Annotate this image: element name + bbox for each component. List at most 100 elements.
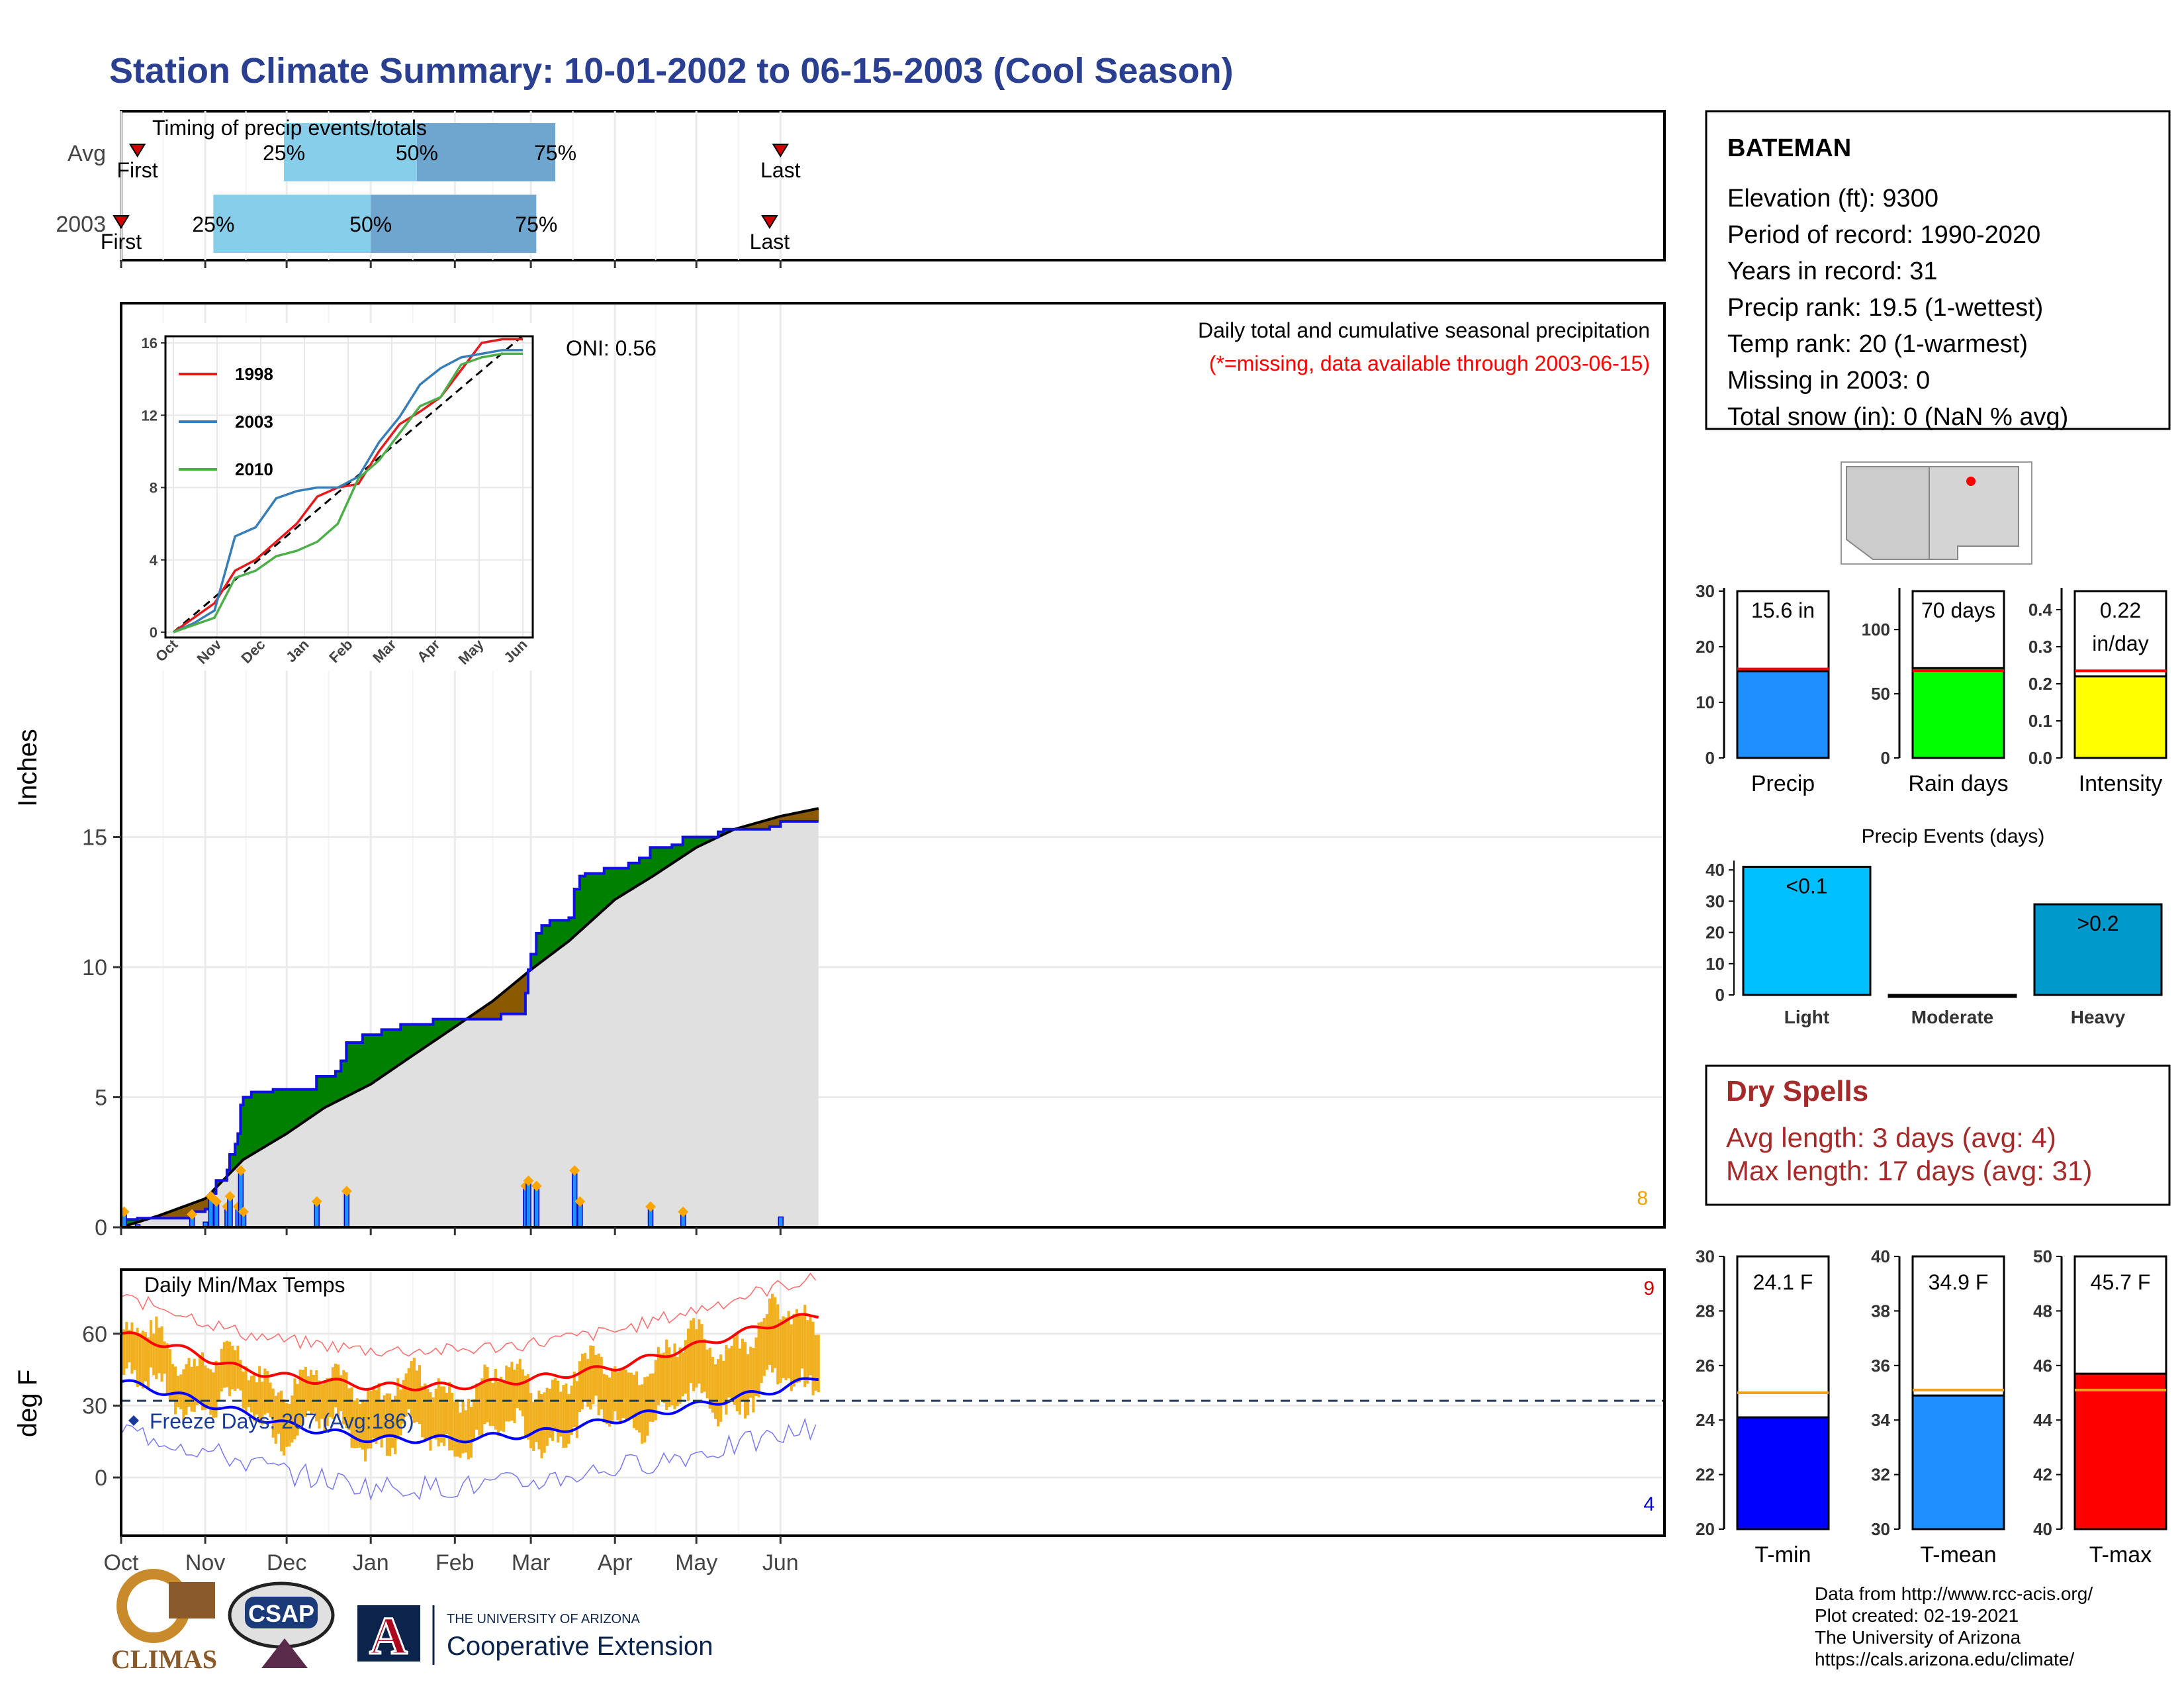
dry-spells-title: Dry Spells bbox=[1726, 1075, 1868, 1107]
precip-heading: Daily total and cumulative seasonal prec… bbox=[1198, 318, 1650, 342]
precip-anomaly-segment bbox=[267, 1092, 271, 1146]
precip-anomaly-segment bbox=[590, 873, 594, 923]
footer-data-source: Data from http://www.rcc-acis.org/ bbox=[1815, 1583, 2093, 1604]
station-elevation: Elevation (ft): 9300 bbox=[1727, 185, 1938, 212]
daily-temp-range-bar bbox=[782, 1316, 785, 1378]
daily-temp-range-bar bbox=[708, 1348, 711, 1409]
daily-temp-range-bar bbox=[592, 1346, 595, 1405]
timing-last-label: Last bbox=[750, 230, 790, 254]
daily-temp-range-bar bbox=[795, 1309, 798, 1383]
temp-bar-value: 45.7 F bbox=[2091, 1270, 2151, 1294]
summary-bar-tick-label: 100 bbox=[1862, 620, 1890, 639]
precip-anomaly-segment bbox=[343, 1060, 347, 1099]
precip-anomaly-segment bbox=[411, 1023, 415, 1057]
precip-event-bar-label: >0.2 bbox=[2077, 912, 2118, 935]
daily-temp-range-bar bbox=[342, 1370, 345, 1425]
daily-temp-range-bar bbox=[138, 1333, 142, 1386]
precip-anomaly-segment bbox=[275, 1089, 279, 1141]
timing-first-marker bbox=[113, 215, 130, 229]
new-mexico-shape bbox=[1929, 466, 2019, 560]
daily-temp-range-bar bbox=[182, 1369, 185, 1421]
daily-temp-range-bar bbox=[439, 1386, 443, 1443]
timing-band-25-50 bbox=[213, 195, 371, 253]
daily-temp-range-bar bbox=[187, 1358, 191, 1407]
daily-temp-range-bar bbox=[128, 1329, 131, 1362]
daily-temp-range-bar bbox=[559, 1391, 563, 1437]
dry-spells-box: Dry Spells Avg length: 3 days (avg: 4) M… bbox=[1705, 1064, 2171, 1206]
ua-logo-block bbox=[357, 1605, 420, 1662]
daily-temp-range-bar bbox=[163, 1341, 166, 1374]
temp-y-tick-label: 30 bbox=[82, 1393, 107, 1419]
daily-temp-range-bar bbox=[809, 1315, 812, 1376]
daily-temp-range-bar bbox=[540, 1394, 543, 1458]
daily-temp-range-bar bbox=[326, 1378, 329, 1427]
precip-anomaly-segment bbox=[625, 868, 629, 894]
ua-logo-big-text: Cooperative Extension bbox=[447, 1632, 713, 1661]
precip-anomaly-segment bbox=[291, 1089, 295, 1131]
daily-temp-range-bar bbox=[283, 1399, 286, 1456]
daily-temp-range-bar bbox=[614, 1366, 617, 1411]
daily-temp-range-bar bbox=[252, 1374, 255, 1421]
daily-temp-range-bar bbox=[437, 1378, 440, 1446]
daily-temp-range-bar bbox=[122, 1329, 126, 1376]
daily-temp-range-bar bbox=[271, 1388, 275, 1438]
daily-temp-range-bar bbox=[388, 1393, 391, 1456]
daily-temp-range-bar bbox=[404, 1373, 408, 1417]
precip-anomaly-segment bbox=[813, 808, 817, 822]
daily-temp-range-bar bbox=[654, 1360, 657, 1421]
summary-bar-tick-label: 0 bbox=[1881, 748, 1890, 768]
daily-temp-range-bar bbox=[768, 1298, 771, 1365]
daily-temp-range-bar bbox=[399, 1389, 402, 1436]
daily-temp-range-bar bbox=[600, 1356, 603, 1410]
observed-cumulative-line bbox=[121, 820, 819, 1227]
summary-bar-value: 0.22 bbox=[2100, 598, 2141, 622]
daily-temp-range-bar bbox=[236, 1346, 240, 1389]
precip-anomaly-segment bbox=[281, 1089, 285, 1138]
summary-bar-fill bbox=[2073, 675, 2167, 759]
daily-temp-range-bar bbox=[201, 1352, 205, 1411]
timing-first-marker bbox=[128, 144, 146, 158]
temp-bar-tick-label: 36 bbox=[1871, 1356, 1890, 1376]
inset-y-tick-label: 12 bbox=[142, 407, 158, 424]
heavy-precip-marker bbox=[341, 1186, 352, 1197]
precip-anomaly-segment bbox=[563, 919, 567, 946]
daily-temp-range-bar bbox=[659, 1353, 662, 1401]
daily-temp-range-bar bbox=[548, 1388, 551, 1438]
daily-temp-range-bar bbox=[144, 1332, 147, 1382]
daily-temp-range-bar bbox=[500, 1376, 503, 1431]
daily-temp-range-bar bbox=[817, 1335, 820, 1393]
daily-temp-range-bar bbox=[274, 1395, 277, 1444]
daily-temp-range-bar bbox=[331, 1367, 334, 1419]
daily-temp-range-bar bbox=[277, 1392, 280, 1434]
daily-temp-range-bar bbox=[692, 1318, 696, 1391]
precip-anomaly-segment bbox=[582, 875, 586, 930]
precip-y-tick-label: 10 bbox=[82, 955, 107, 980]
precip-anomaly-segment bbox=[273, 1089, 277, 1143]
precip-anomaly-segment bbox=[246, 1097, 250, 1159]
inset-y-tick-label: 4 bbox=[150, 552, 158, 569]
daily-temp-range-bar bbox=[190, 1366, 193, 1412]
events-y-tick-label: 40 bbox=[1706, 860, 1725, 880]
average-high-line bbox=[121, 1313, 819, 1391]
precip-events-plot: 0 10 20 30 40 <0.1 Light Moderate >0.2 Heavy bbox=[1706, 860, 2163, 1027]
temp-y-tick-label: 0 bbox=[95, 1466, 107, 1491]
daily-temp-range-bar bbox=[738, 1348, 741, 1415]
daily-temp-range-bar bbox=[475, 1383, 478, 1430]
daily-temp-range-bar bbox=[486, 1366, 489, 1423]
temp-y-tick-label: 60 bbox=[82, 1322, 107, 1347]
month-tick-label: Apr bbox=[598, 1550, 633, 1575]
temp-bar-label: T-mean bbox=[1920, 1542, 1996, 1568]
precip-anomaly-segment bbox=[538, 933, 542, 964]
daily-temp-range-bar bbox=[426, 1389, 430, 1440]
daily-temp-range-bar bbox=[668, 1347, 671, 1407]
daily-temp-range-bar bbox=[469, 1407, 473, 1458]
daily-temp-range-bar bbox=[627, 1372, 630, 1421]
precip-events-chart: Precip Events (days) 0 10 20 30 40 <0.1 Light M… bbox=[1692, 820, 2175, 1031]
daily-temp-range-bar bbox=[195, 1366, 199, 1405]
daily-temp-range-bar bbox=[334, 1364, 337, 1408]
precip-anomaly-segment bbox=[300, 1089, 304, 1125]
precip-anomaly-segment bbox=[373, 1034, 377, 1083]
daily-temp-range-bar bbox=[266, 1371, 269, 1413]
daily-temp-range-bar bbox=[597, 1353, 600, 1416]
daily-temp-range-bar bbox=[306, 1376, 310, 1411]
